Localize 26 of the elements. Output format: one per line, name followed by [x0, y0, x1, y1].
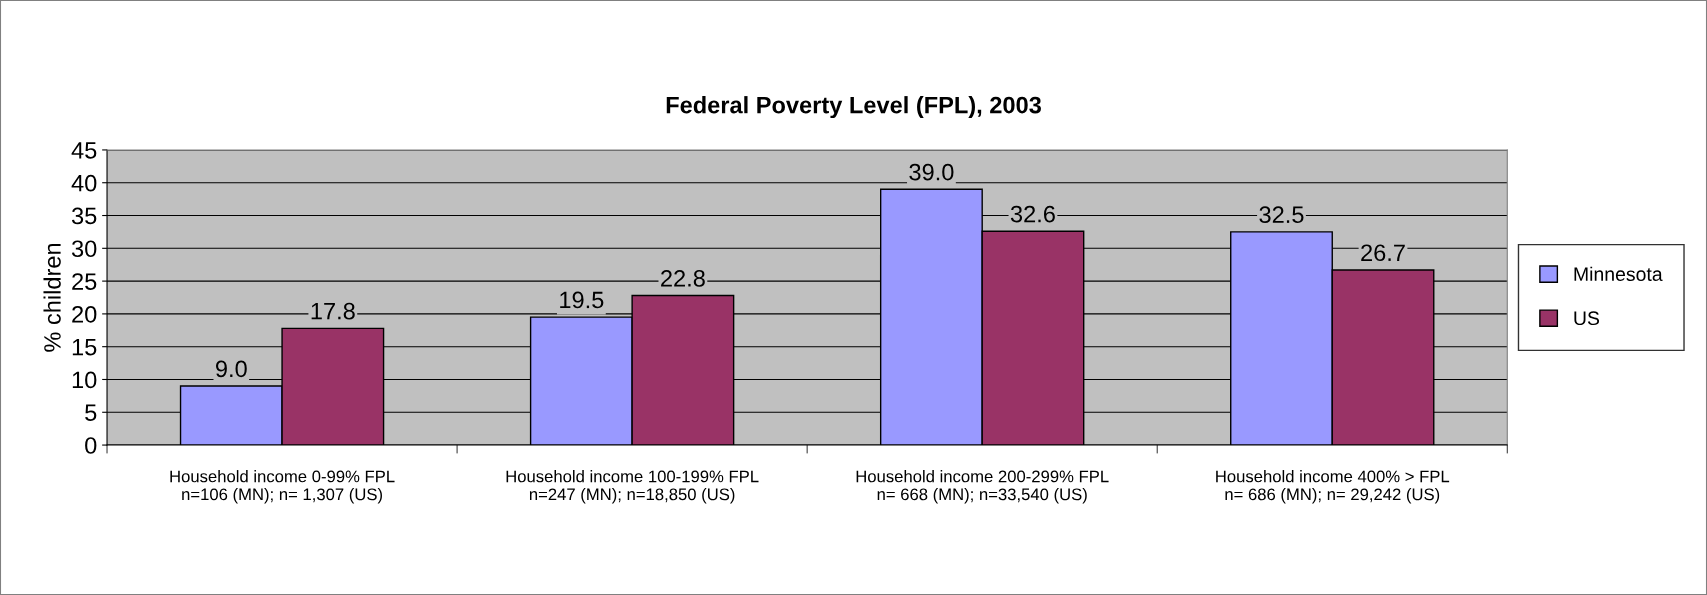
x-tick-label: Household income 100-199% FPL n=247 (MN); n=18,850 (US)	[506, 470, 759, 504]
y-tick-label: 10	[72, 371, 97, 389]
x-tick-label: Household income 200-299% FPL n= 668 (MN); n=33,540 (US)	[856, 470, 1109, 504]
data-label: 22.8	[661, 269, 705, 287]
y-tick-label: 25	[72, 273, 97, 290]
chart-title: Federal Poverty Level (FPL), 2003	[666, 96, 1041, 119]
y-tick-label: 0	[85, 437, 97, 454]
y-tick-label: 15	[72, 339, 97, 356]
data-label: 39.0	[909, 163, 954, 181]
data-label: 32.6	[1010, 205, 1055, 223]
y-tick-label: 5	[85, 404, 97, 422]
y-tick-label: 30	[71, 240, 97, 258]
y-tick-label: 40	[71, 174, 97, 192]
data-label: 17.8	[311, 302, 355, 320]
legend-label: US	[1574, 311, 1600, 326]
y-axis-title: % children	[43, 243, 61, 352]
data-label: 19.5	[560, 291, 604, 309]
legend-label: Minnesota	[1574, 266, 1663, 282]
data-label: 9.0	[216, 360, 247, 378]
y-tick-label: 35	[71, 207, 97, 225]
data-label: 26.7	[1361, 244, 1405, 262]
x-tick-label: Household income 400% > FPL n= 686 (MN); n= 29,242 (US)	[1216, 470, 1450, 504]
y-tick-label: 45	[71, 142, 97, 159]
y-tick-label: 20	[72, 305, 97, 323]
x-tick-label: Household income 0-99% FPL n=106 (MN); n= 1,307 (US)	[170, 470, 395, 504]
data-label: 32.5	[1259, 206, 1304, 224]
